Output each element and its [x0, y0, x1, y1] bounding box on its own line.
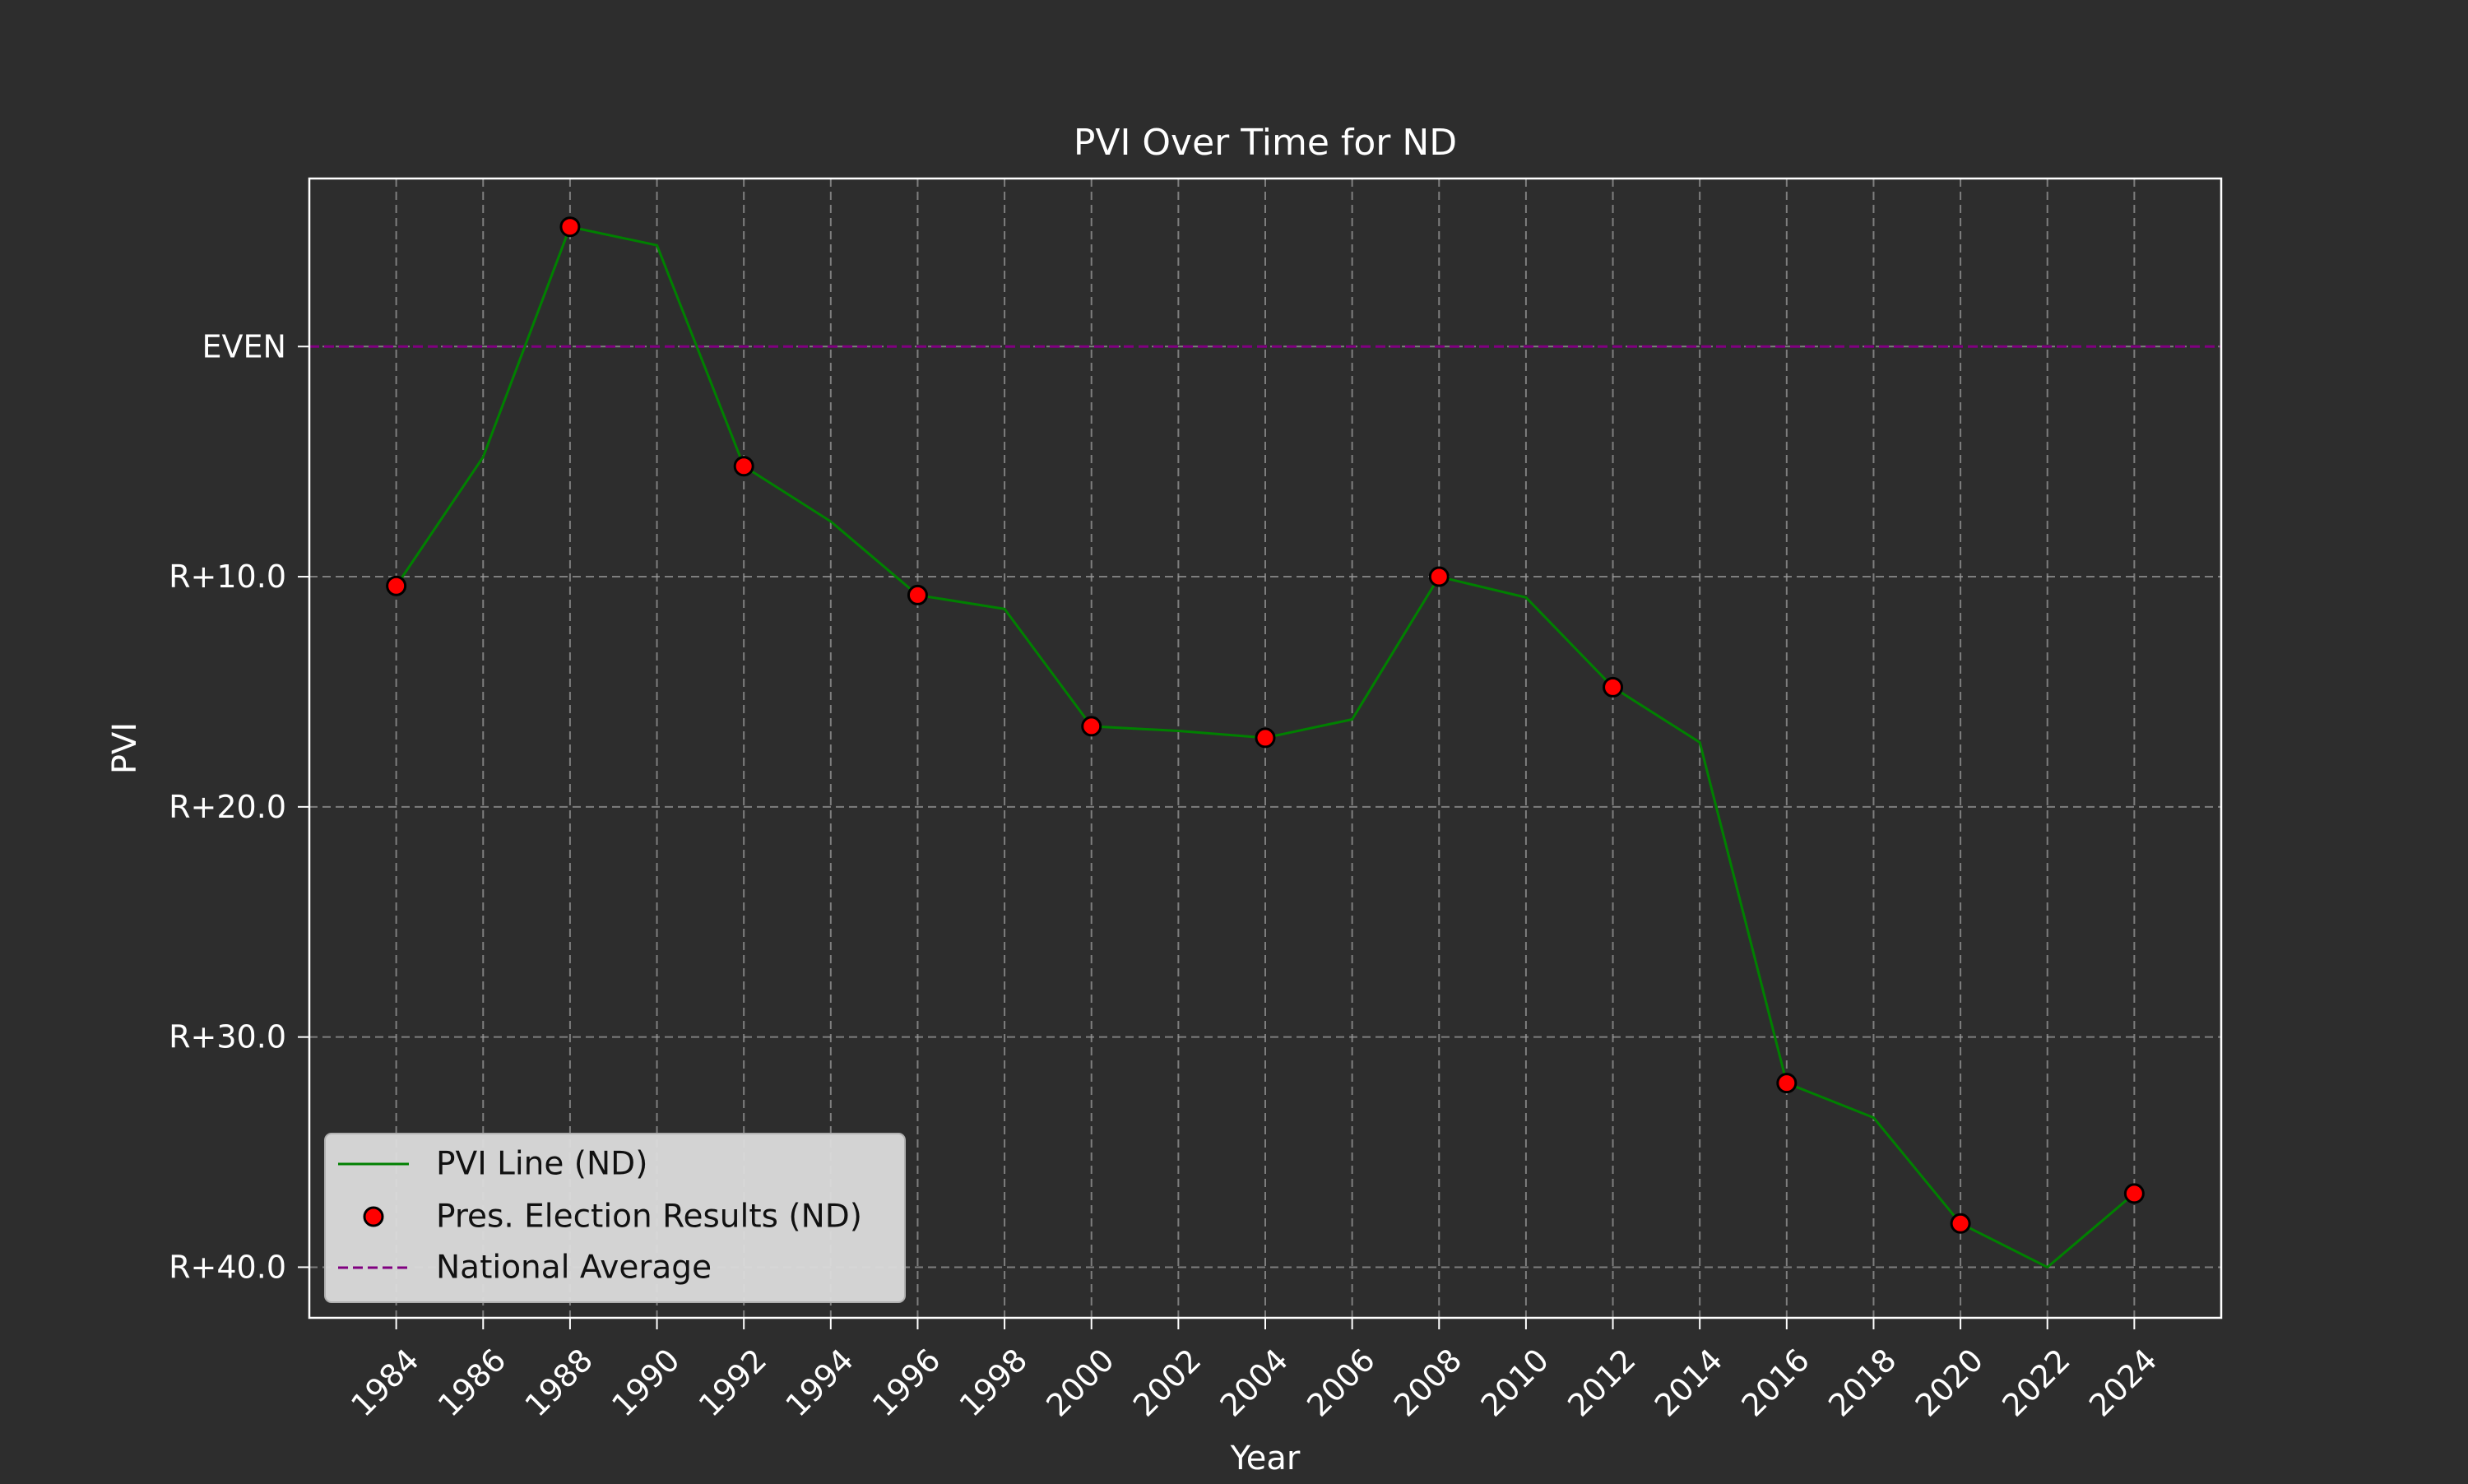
y-tick-label: R+20.0	[169, 789, 286, 825]
y-tick-label: R+30.0	[169, 1019, 286, 1055]
legend-label: Pres. Election Results (ND)	[436, 1199, 862, 1236]
x-tick-label: 2014	[1648, 1342, 1730, 1424]
y-tick-label: EVEN	[202, 328, 286, 364]
election-result-point	[559, 216, 581, 238]
x-tick-label: 2016	[1734, 1342, 1816, 1424]
election-result-point	[1081, 716, 1102, 737]
y-tick-label: R+40.0	[169, 1249, 286, 1285]
y-axis-ticks: EVEN R+10.0 R+20.0 R+30.0 R+40.0	[169, 328, 309, 1285]
election-result-point	[1603, 676, 1624, 698]
x-tick-label: 2018	[1821, 1342, 1904, 1424]
x-tick-label: 2012	[1561, 1342, 1643, 1424]
x-tick-label: 1984	[344, 1342, 426, 1424]
legend: PVI Line (ND) Pres. Election Results (ND)…	[324, 1133, 906, 1303]
x-tick-label: 1986	[431, 1342, 513, 1424]
x-tick-label: 2022	[1995, 1342, 2077, 1424]
election-result-point	[1776, 1073, 1798, 1094]
election-result-point	[733, 456, 754, 477]
election-result-point	[907, 584, 928, 605]
x-tick-label: 1996	[865, 1342, 948, 1424]
x-tick-label: 1992	[692, 1342, 774, 1424]
chart-title: PVI Over Time for ND	[1074, 122, 1457, 164]
x-axis-ticks: 1984 1986 1988 1990 1992 1994 1996 1998 2000 2002…	[344, 1318, 2164, 1424]
x-tick-label: 2006	[1300, 1342, 1382, 1424]
x-axis-label: Year	[1230, 1440, 1301, 1477]
x-tick-label: 1994	[778, 1342, 861, 1424]
election-result-point	[1950, 1213, 1971, 1234]
x-tick-label: 2002	[1126, 1342, 1208, 1424]
election-result-point	[386, 575, 407, 596]
election-result-point	[1255, 727, 1276, 749]
legend-label: PVI Line (ND)	[436, 1146, 647, 1183]
election-result-point	[2123, 1183, 2145, 1204]
x-tick-label: 2020	[1909, 1342, 1991, 1424]
y-axis-label: PVI	[106, 722, 144, 774]
legend-label: National Average	[436, 1250, 712, 1287]
x-tick-label: 2008	[1387, 1342, 1469, 1424]
x-tick-label: 1990	[605, 1342, 687, 1424]
x-tick-label: 2000	[1039, 1342, 1121, 1424]
election-result-point	[1428, 566, 1450, 587]
x-tick-label: 2004	[1213, 1342, 1296, 1424]
x-tick-label: 2010	[1474, 1342, 1556, 1424]
x-tick-label: 2024	[2082, 1342, 2164, 1424]
legend-box	[324, 1133, 906, 1303]
election-markers-layer	[386, 216, 2145, 1234]
x-tick-label: 1998	[953, 1342, 1035, 1424]
y-tick-label: R+10.0	[169, 559, 286, 595]
x-tick-label: 1988	[518, 1342, 601, 1424]
legend-marker-swatch	[363, 1206, 384, 1227]
